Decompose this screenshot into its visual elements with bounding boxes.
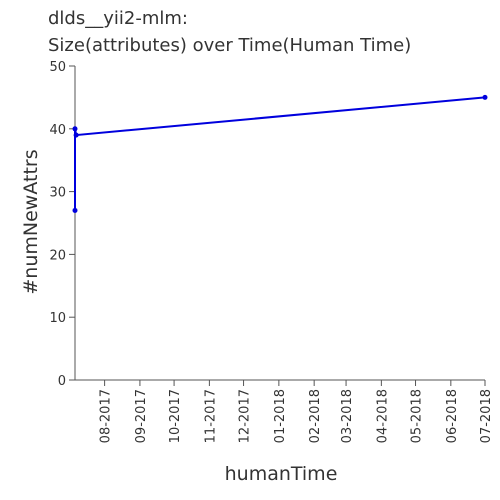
x-tick-label: 10-2017 <box>168 389 183 443</box>
y-tick-label: 40 <box>49 123 66 138</box>
x-tick-label: 03-2018 <box>340 389 355 443</box>
series-line <box>74 96 486 211</box>
x-axis: 08-2017 09-2017 10-2017 11-2017 12-2017 01-20… <box>75 379 494 443</box>
y-tick-label: 50 <box>49 60 66 75</box>
x-tick-label: 02-2018 <box>308 389 323 443</box>
x-tick-label: 12-2017 <box>238 389 253 443</box>
y-tick-label: 30 <box>49 186 66 201</box>
x-tick-label: 06-2018 <box>445 389 460 443</box>
x-tick-label: 08-2017 <box>99 389 114 443</box>
y-axis: 0 10 20 30 40 50 <box>49 60 76 389</box>
y-tick-label: 10 <box>49 311 66 326</box>
data-point <box>73 132 79 138</box>
data-point <box>72 126 78 132</box>
y-axis-title: #numNewAttrs <box>20 149 42 294</box>
x-axis-title: humanTime <box>225 463 338 485</box>
y-tick-label: 0 <box>58 374 66 389</box>
chart-title-line-2: Size(attributes) over Time(Human Time) <box>48 35 411 56</box>
x-tick-label: 04-2018 <box>375 389 390 443</box>
x-tick-label: 05-2018 <box>410 389 425 443</box>
x-tick-label: 11-2017 <box>203 389 218 443</box>
y-tick-label: 20 <box>49 248 66 263</box>
x-tick-label: 07-2018 <box>479 389 494 443</box>
data-point <box>72 207 78 213</box>
chart-title-line-1: dlds__yii2-mlm: <box>48 8 188 29</box>
x-tick-label: 01-2018 <box>273 389 288 443</box>
series-layer <box>72 94 488 213</box>
data-point <box>482 94 488 100</box>
x-tick-label: 09-2017 <box>134 389 149 443</box>
